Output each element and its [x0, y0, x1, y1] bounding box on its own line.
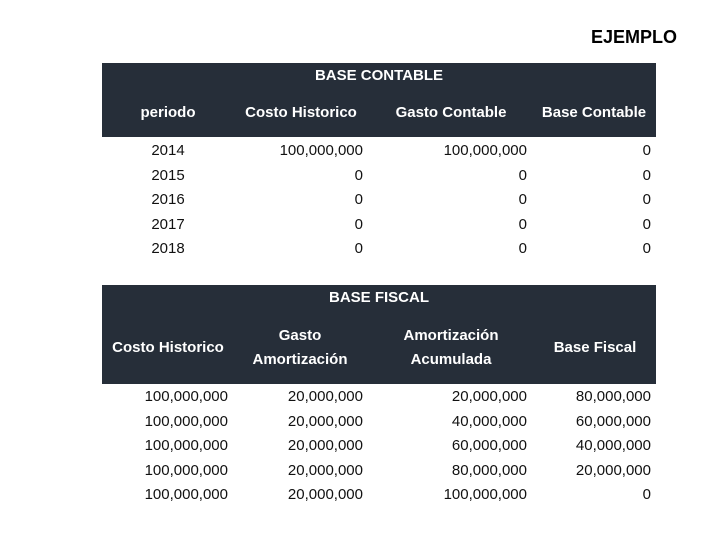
table-cell: 0 [354, 166, 363, 184]
slide-title: EJEMPLO [590, 27, 677, 47]
table-cell: 0 [354, 191, 363, 208]
table-title: BASE FISCAL [328, 289, 429, 306]
table-cell: 40,000,000 [451, 412, 527, 430]
table-cell: 0 [642, 486, 651, 503]
column-header: Gasto Contable [395, 104, 507, 121]
table-cell: 2018 [151, 240, 185, 257]
column-header: Amortización [252, 351, 348, 368]
table-cell: 0 [518, 191, 527, 208]
table-cell: 0 [642, 142, 651, 159]
table-cell: 0 [642, 191, 651, 208]
table-cell: 40,000,000 [575, 437, 651, 454]
table-cell: 100,000,000 [144, 388, 228, 405]
table-cell: 100,000,000 [443, 142, 527, 159]
table-cell: 80,000,000 [451, 461, 527, 479]
table-cell: 2015 [151, 166, 185, 184]
table-cell: 60,000,000 [451, 437, 527, 454]
table-cell: 60,000,000 [575, 412, 651, 430]
table-cell: 20,000,000 [287, 388, 363, 405]
table-cell: 2016 [151, 191, 185, 208]
table-cell: 0 [642, 166, 651, 184]
table-cell: 0 [518, 215, 527, 233]
table-cell: 2014 [151, 142, 185, 159]
table-cell: 0 [518, 240, 527, 257]
table-cell: 20,000,000 [287, 461, 363, 479]
table-header-band [102, 285, 656, 384]
table-cell: 20,000,000 [287, 437, 363, 454]
table-cell: 20,000,000 [287, 412, 363, 430]
column-header: Costo Historico [112, 339, 224, 356]
table-cell: 0 [354, 215, 363, 233]
table-cell: 80,000,000 [575, 388, 651, 405]
column-header: Amortización [403, 327, 499, 344]
table-cell: 0 [642, 240, 651, 257]
table-cell: 2017 [151, 215, 185, 233]
table-cell: 20,000,000 [287, 486, 363, 503]
table-cell: 0 [642, 215, 651, 233]
table-cell: 100,000,000 [443, 486, 527, 503]
table-cell: 20,000,000 [451, 388, 527, 405]
column-header: periodo [140, 104, 196, 121]
table-cell: 0 [354, 240, 363, 257]
table-cell: 100,000,000 [279, 142, 363, 159]
table-cell: 100,000,000 [144, 486, 228, 503]
table-cell: 20,000,000 [575, 461, 651, 479]
table-cell: 100,000,000 [144, 461, 228, 479]
column-header: Base Contable [541, 104, 647, 121]
column-header: Base Fiscal [553, 339, 637, 356]
column-header: Costo Historico [245, 104, 357, 121]
table-cell: 0 [518, 166, 527, 184]
table-title: BASE CONTABLE [314, 67, 444, 84]
column-header: Gasto [278, 327, 322, 344]
table-cell: 100,000,000 [144, 412, 228, 430]
table-cell: 100,000,000 [144, 437, 228, 454]
table-header-band [102, 63, 656, 137]
column-header: Acumulada [410, 351, 492, 368]
